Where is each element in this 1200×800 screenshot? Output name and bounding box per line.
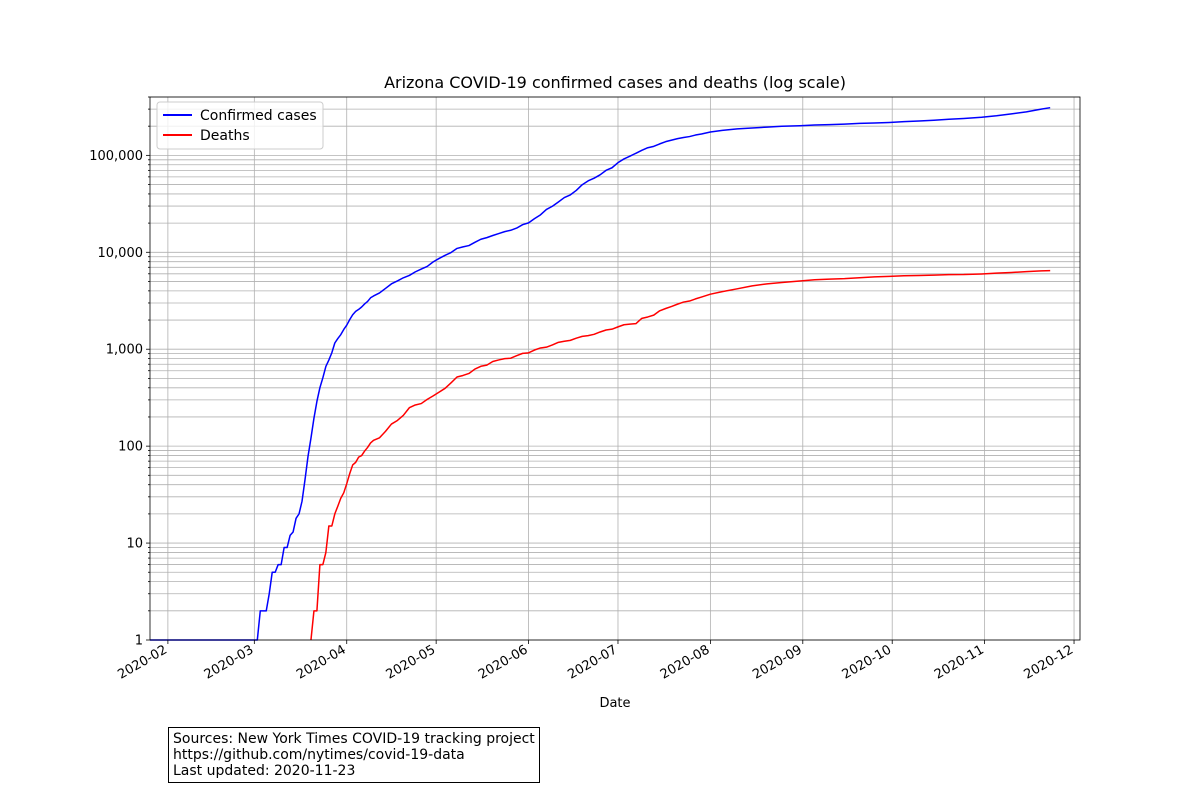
series-layer xyxy=(150,106,1051,641)
y-tick-label: 100,000 xyxy=(89,149,143,164)
y-tick-label: 100 xyxy=(118,440,143,455)
y-tick-label: 1,000 xyxy=(106,343,143,358)
grid-layer xyxy=(150,96,1080,641)
series-line-deaths xyxy=(310,269,1051,641)
y-tick-label: 10,000 xyxy=(98,246,144,261)
legend-box xyxy=(156,101,324,150)
last-updated-text: Last updated: 2020-11-23 xyxy=(173,763,356,779)
x-axis-label: Date xyxy=(599,696,630,711)
legend: Confirmed cases Deaths xyxy=(156,101,324,150)
sources-text: Sources: New York Times COVID-19 trackin… xyxy=(173,731,535,747)
y-tick-label: 1 xyxy=(135,634,143,649)
series-line-confirmed-cases xyxy=(150,106,1051,641)
legend-label-confirmed-cases: Confirmed cases xyxy=(200,108,317,124)
legend-label-deaths: Deaths xyxy=(200,128,250,144)
y-tick-label: 10 xyxy=(126,537,143,552)
axes-frame xyxy=(149,96,1081,641)
sources-url: https://github.com/nytimes/covid-19-data xyxy=(173,747,465,763)
sources-note: Sources: New York Times COVID-19 trackin… xyxy=(168,727,540,783)
chart-title: Arizona COVID-19 confirmed cases and dea… xyxy=(384,73,846,92)
